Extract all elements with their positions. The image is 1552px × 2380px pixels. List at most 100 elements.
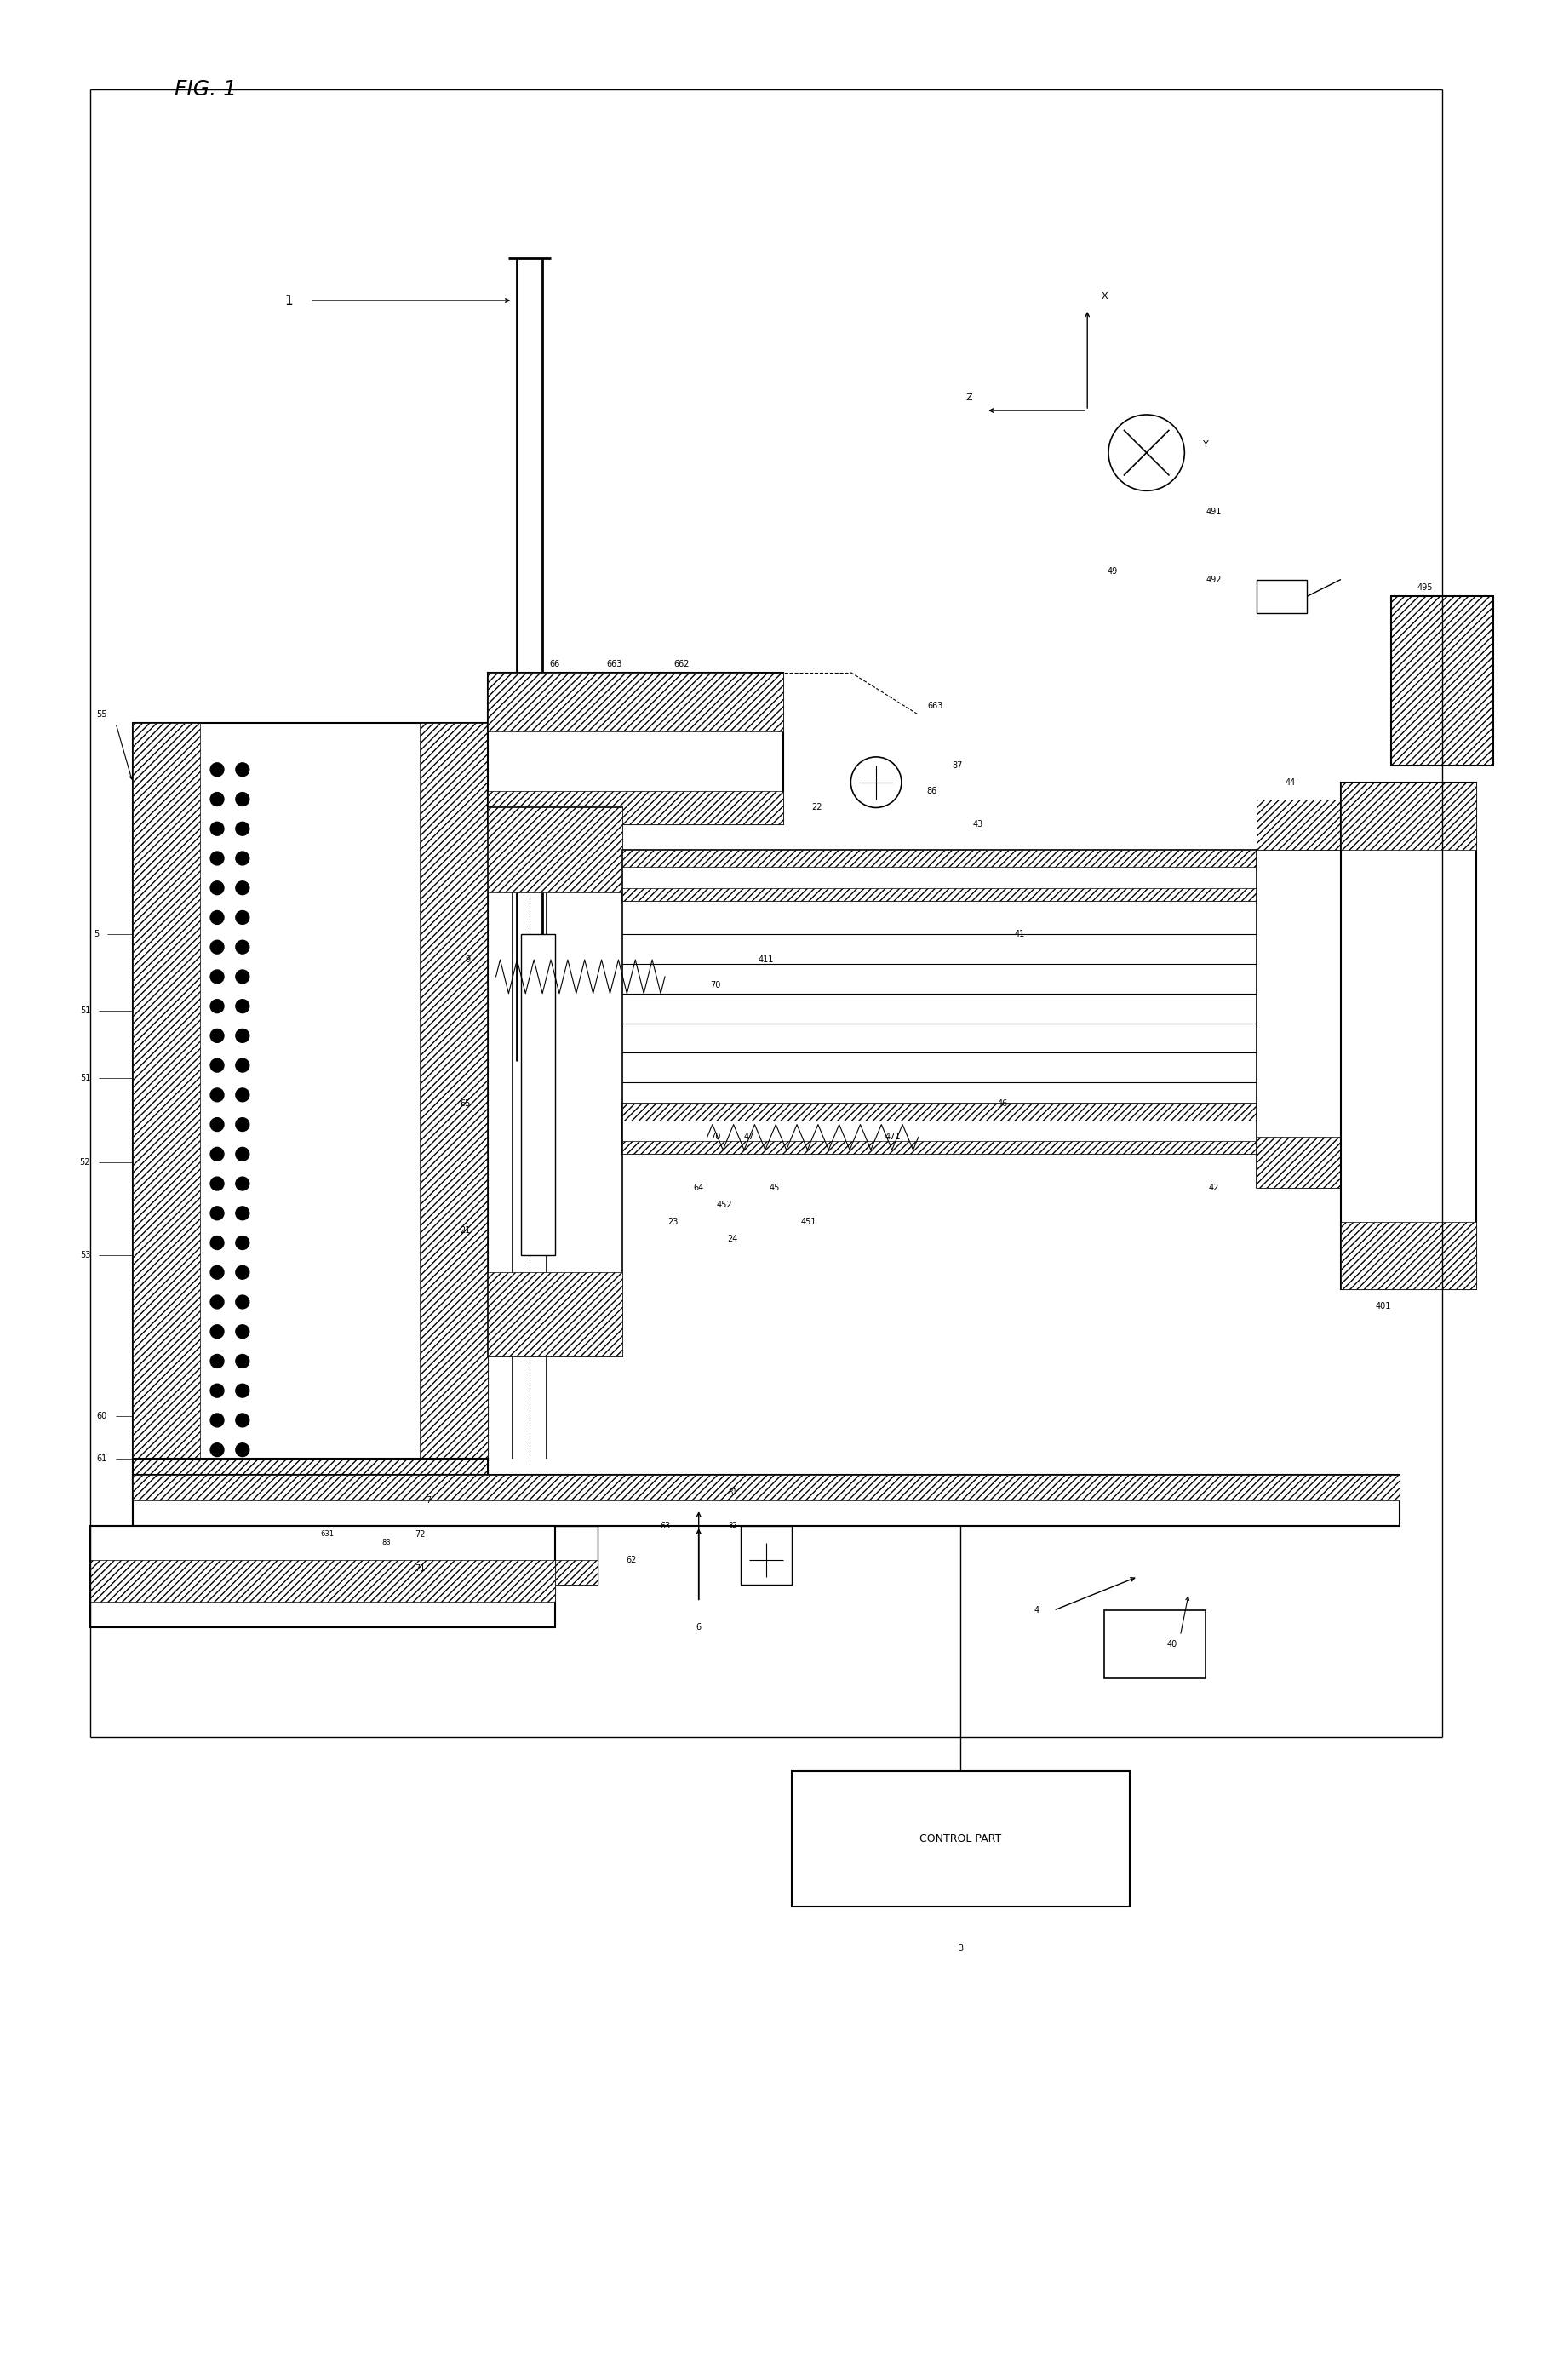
Text: 42: 42 xyxy=(1207,1183,1218,1192)
Circle shape xyxy=(210,793,223,807)
Bar xyxy=(132,1459,487,1526)
Bar xyxy=(1256,850,1339,1188)
Text: 44: 44 xyxy=(1284,778,1294,785)
Bar xyxy=(1256,1138,1339,1188)
Bar xyxy=(622,888,1339,900)
Circle shape xyxy=(210,1235,223,1250)
Circle shape xyxy=(210,1028,223,1042)
Bar xyxy=(1339,783,1474,1290)
Circle shape xyxy=(236,821,248,835)
Text: 81: 81 xyxy=(728,1488,737,1497)
Circle shape xyxy=(210,940,223,954)
Text: 491: 491 xyxy=(1206,507,1221,516)
Circle shape xyxy=(236,793,248,807)
Circle shape xyxy=(210,1295,223,1309)
Circle shape xyxy=(210,912,223,923)
Bar xyxy=(132,724,200,1483)
Circle shape xyxy=(236,1088,248,1102)
Text: 411: 411 xyxy=(757,954,774,964)
Bar xyxy=(419,724,487,1483)
Bar xyxy=(487,674,782,823)
Text: 451: 451 xyxy=(801,1219,816,1226)
Text: 65: 65 xyxy=(459,1100,470,1107)
Text: 63: 63 xyxy=(660,1521,670,1530)
Text: 43: 43 xyxy=(972,821,982,828)
Text: 70: 70 xyxy=(709,981,720,990)
Text: 631: 631 xyxy=(320,1530,334,1537)
Bar xyxy=(622,1104,1339,1154)
Bar xyxy=(622,1142,1339,1154)
Bar xyxy=(90,1559,554,1602)
Circle shape xyxy=(210,1147,223,1161)
Text: 71: 71 xyxy=(414,1564,425,1573)
Text: 51: 51 xyxy=(79,1073,90,1083)
Text: 62: 62 xyxy=(625,1557,636,1564)
Circle shape xyxy=(210,1326,223,1338)
Text: 3: 3 xyxy=(958,1944,962,1952)
Circle shape xyxy=(210,764,223,776)
Circle shape xyxy=(210,852,223,864)
Circle shape xyxy=(210,821,223,835)
Bar xyxy=(1339,783,1474,850)
Circle shape xyxy=(210,1414,223,1428)
Bar xyxy=(622,1104,1339,1121)
Bar xyxy=(132,1476,1400,1526)
Circle shape xyxy=(210,1354,223,1368)
Text: Z: Z xyxy=(965,393,972,402)
Text: 55: 55 xyxy=(96,709,107,719)
Bar xyxy=(740,1526,792,1585)
Circle shape xyxy=(210,1000,223,1014)
Circle shape xyxy=(210,1088,223,1102)
Text: 663: 663 xyxy=(607,659,622,669)
Text: Y: Y xyxy=(1203,440,1207,447)
Text: 61: 61 xyxy=(96,1454,107,1464)
Text: 66: 66 xyxy=(549,659,560,669)
Circle shape xyxy=(236,1176,248,1190)
Bar xyxy=(487,790,782,823)
Circle shape xyxy=(236,1383,248,1397)
Circle shape xyxy=(236,1000,248,1014)
Text: 5: 5 xyxy=(93,931,99,938)
Circle shape xyxy=(236,1147,248,1161)
Circle shape xyxy=(236,1119,248,1130)
Text: 9: 9 xyxy=(466,954,470,964)
Bar xyxy=(1103,1611,1204,1678)
Bar xyxy=(132,1559,598,1585)
Circle shape xyxy=(210,1383,223,1397)
Text: 72: 72 xyxy=(414,1530,425,1537)
Bar xyxy=(487,1273,622,1357)
Circle shape xyxy=(210,881,223,895)
Circle shape xyxy=(210,971,223,983)
Text: 45: 45 xyxy=(770,1183,779,1192)
Text: 663: 663 xyxy=(927,702,942,712)
Text: 6: 6 xyxy=(695,1623,702,1633)
Text: 53: 53 xyxy=(79,1252,90,1259)
Text: 40: 40 xyxy=(1166,1640,1176,1649)
Text: 49: 49 xyxy=(1107,566,1117,576)
Text: 471: 471 xyxy=(885,1133,900,1142)
Text: 46: 46 xyxy=(996,1100,1007,1107)
Bar xyxy=(1256,578,1307,614)
Circle shape xyxy=(236,1266,248,1278)
Bar xyxy=(487,807,622,892)
Text: 452: 452 xyxy=(715,1200,731,1209)
Bar xyxy=(1256,800,1339,850)
Text: 662: 662 xyxy=(674,659,689,669)
Circle shape xyxy=(210,1059,223,1071)
Text: 401: 401 xyxy=(1375,1302,1391,1311)
Circle shape xyxy=(850,757,902,807)
Text: 4: 4 xyxy=(1034,1607,1038,1614)
Bar xyxy=(90,1526,554,1628)
Bar xyxy=(521,935,554,1257)
Circle shape xyxy=(236,971,248,983)
Circle shape xyxy=(236,1354,248,1368)
Circle shape xyxy=(210,1266,223,1278)
Bar xyxy=(132,724,487,1483)
Text: 87: 87 xyxy=(951,762,962,769)
Text: 51: 51 xyxy=(79,1007,90,1014)
Bar xyxy=(622,850,1339,866)
Circle shape xyxy=(236,1059,248,1071)
Bar xyxy=(132,1476,1400,1499)
Text: 70: 70 xyxy=(709,1133,720,1142)
Circle shape xyxy=(210,1442,223,1457)
